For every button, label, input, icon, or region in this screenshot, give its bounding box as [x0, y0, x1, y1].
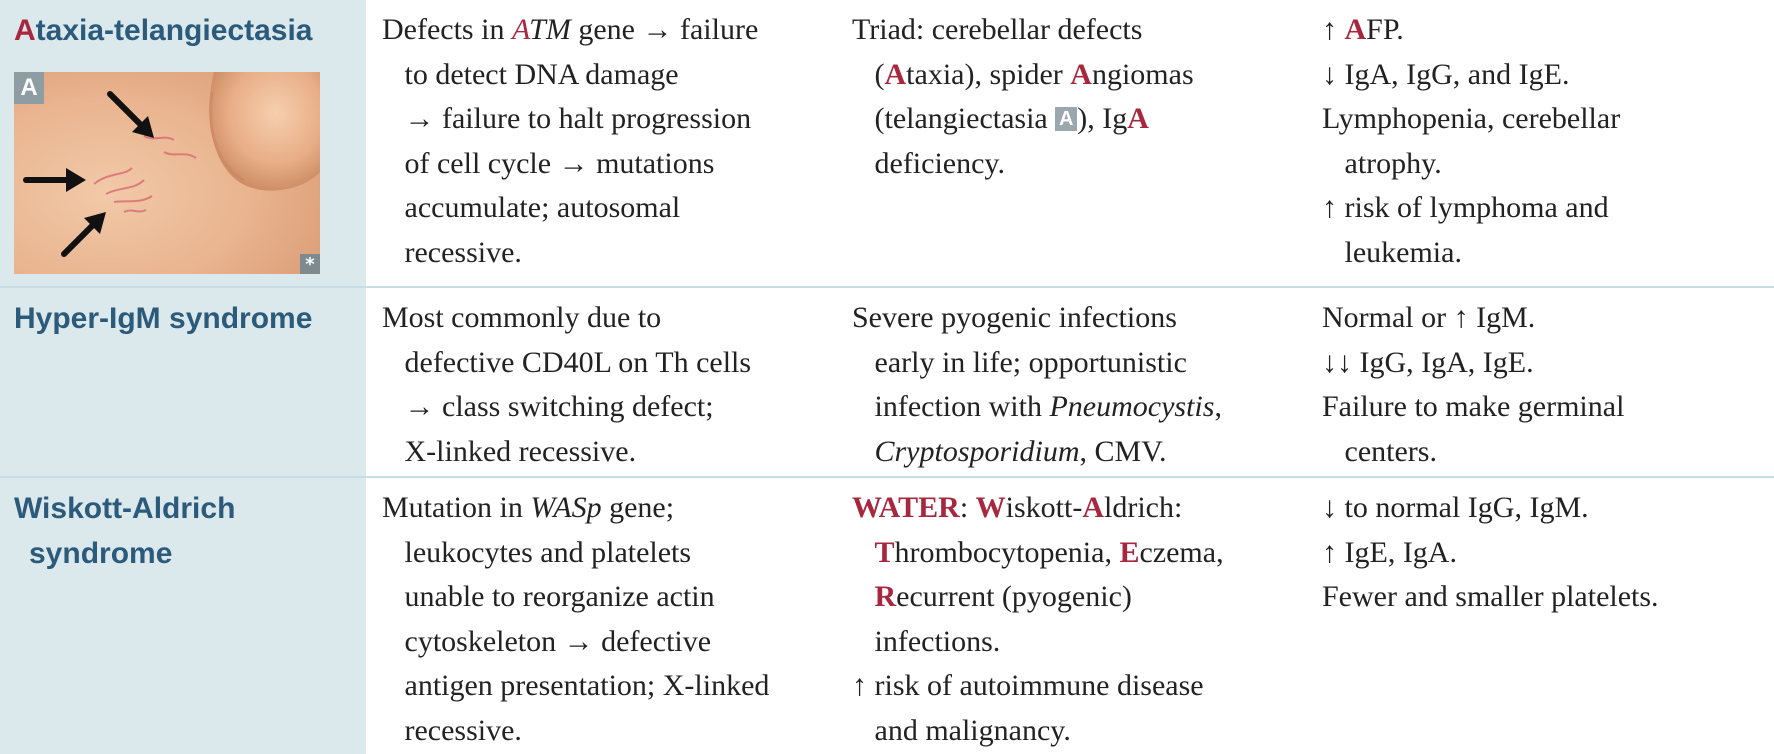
- pathophysiology-cell: Mutation in WASp gene; leukocytes and pl…: [366, 478, 836, 754]
- cell-line: cytoskeleton → defective: [404, 624, 712, 658]
- disease-name: Ataxia-telangiectasia: [14, 14, 313, 47]
- cell-line: accumulate; autosomal: [404, 191, 681, 224]
- pathophysiology-cell: Defects in ATM gene → failure to detect …: [366, 0, 836, 286]
- cell-line: infections.: [874, 624, 1001, 658]
- cell-line: Cryptosporidium, CMV.: [874, 434, 1167, 468]
- figure-reference-badge: A: [1055, 107, 1078, 131]
- clinical-presentation-cell: Triad: cerebellar defects (Ataxia), spid…: [836, 0, 1306, 286]
- cell-line: deficiency.: [874, 146, 1005, 180]
- cell-line: unable to reorganize actin: [404, 580, 715, 613]
- cell-line: early in life; opportunistic: [874, 345, 1187, 379]
- lab-findings-cell: Normal or ↑ IgM. ↓↓ IgG, IgA, IgE. Failu…: [1306, 288, 1774, 476]
- cell-line: of cell cycle → mutations: [404, 146, 715, 180]
- cell-line: defective CD40L on Th cells: [404, 345, 752, 379]
- cell-line: ↓ IgA, IgG, and IgE.: [1322, 57, 1570, 91]
- cell-line: ↑ risk of lymphoma and: [1322, 191, 1609, 224]
- cell-line: infection with Pneumocystis,: [874, 390, 1222, 423]
- cell-line: (Ataxia), spider Angiomas: [874, 57, 1194, 91]
- disease-name-cell: Hyper-IgM syndrome: [0, 288, 366, 476]
- lab-findings-cell: ↑ AFP. ↓ IgA, IgG, and IgE. Lymphopenia,…: [1306, 0, 1774, 286]
- cell-line: recessive.: [404, 713, 522, 747]
- pathophysiology-cell: Most commonly due to defective CD40L on …: [366, 288, 836, 476]
- cell-line: ↑ risk of autoimmune disease: [852, 669, 1204, 702]
- table-row-ataxia-telangiectasia: Ataxia-telangiectasia: [0, 0, 1774, 288]
- cell-line: ↓↓ IgG, IgA, IgE.: [1322, 345, 1534, 379]
- cell-line: Triad: cerebellar defects: [852, 13, 1143, 46]
- disease-name: Wiskott-Aldrich syndrome: [14, 492, 236, 570]
- cell-line: Mutation in WASp gene;: [382, 491, 675, 524]
- lab-findings-cell: ↓ to normal IgG, IgM. ↑ IgE, IgA. Fewer …: [1306, 478, 1774, 754]
- cell-line: recessive.: [404, 235, 522, 269]
- cell-line: Failure to make germinal: [1322, 390, 1625, 423]
- cell-line: → class switching defect;: [404, 390, 714, 423]
- figure-label-badge: A: [14, 72, 44, 104]
- clinical-presentation-cell: WATER: Wiskott-Aldrich: Thrombocytopenia…: [836, 478, 1306, 754]
- cell-line: to detect DNA damage: [404, 57, 679, 91]
- cell-line: (telangiectasia A), IgA: [874, 102, 1149, 135]
- cell-line: Defects in ATM gene → failure: [382, 13, 759, 46]
- cell-line: Normal or ↑ IgM.: [1322, 301, 1536, 334]
- cell-line: Thrombocytopenia, Eczema,: [874, 535, 1224, 569]
- cell-line: leukocytes and platelets: [404, 535, 692, 569]
- cell-line: ↓ to normal IgG, IgM.: [1322, 491, 1589, 524]
- table-row-hyper-igm-syndrome: Hyper-IgM syndrome Most commonly due to …: [0, 288, 1774, 478]
- cell-line: antigen presentation; X-linked: [404, 669, 770, 702]
- cell-line: ↑ AFP.: [1322, 13, 1404, 46]
- cell-line: Recurrent (pyogenic): [874, 580, 1132, 613]
- cell-line: → failure to halt progression: [404, 102, 752, 135]
- cell-line: WATER: Wiskott-Aldrich:: [852, 491, 1183, 524]
- skin-image: [14, 72, 320, 274]
- disease-name-cell: Ataxia-telangiectasia: [0, 0, 366, 286]
- cell-line: X-linked recessive.: [404, 434, 637, 468]
- clinical-photo-telangiectasia: A *: [14, 72, 320, 274]
- image-credit-icon: *: [300, 254, 320, 274]
- disease-name: Hyper-IgM syndrome: [14, 302, 313, 335]
- cell-line: ↑ IgE, IgA.: [1322, 535, 1457, 569]
- clinical-presentation-cell: Severe pyogenic infections early in life…: [836, 288, 1306, 476]
- disease-name-cell: Wiskott-Aldrich syndrome: [0, 478, 366, 754]
- cell-line: and malignancy.: [874, 713, 1071, 747]
- cell-line: leukemia.: [1344, 235, 1462, 269]
- cell-line: centers.: [1344, 434, 1437, 468]
- cell-line: Lymphopenia, cerebellar: [1322, 102, 1621, 135]
- cell-line: Most commonly due to: [382, 301, 662, 334]
- cell-line: Severe pyogenic infections: [852, 301, 1177, 334]
- table-row-wiskott-aldrich-syndrome: Wiskott-Aldrich syndrome Mutation in WAS…: [0, 478, 1774, 754]
- cell-line: Fewer and smaller platelets.: [1322, 580, 1659, 613]
- cell-line: atrophy.: [1344, 146, 1442, 180]
